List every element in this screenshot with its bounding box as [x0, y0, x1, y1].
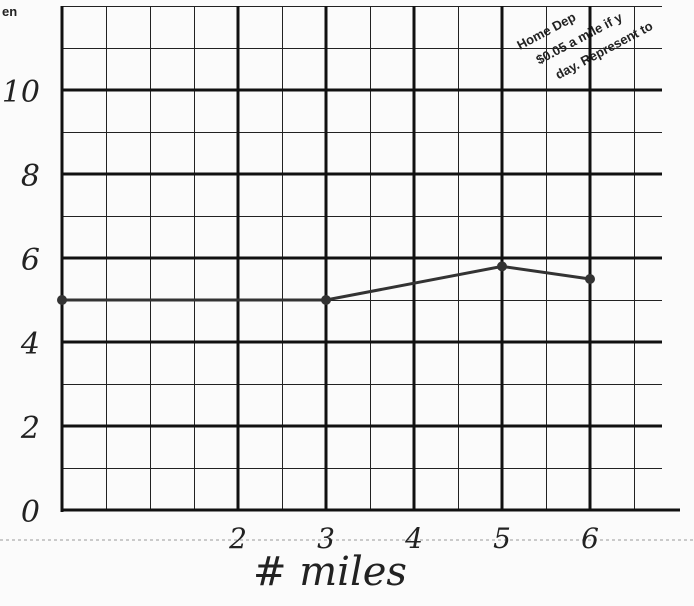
y-tick-label: 10: [2, 75, 40, 110]
page: {"chart_data": {"type": "line", "annotat…: [0, 0, 694, 606]
y-tick-label: 2: [20, 411, 40, 446]
photo: en Home Dep $0.05 a mile if y day. Repre…: [0, 0, 694, 606]
data-point: [57, 295, 67, 305]
x-tick-label: 6: [581, 522, 599, 555]
x-tick-label: 4: [404, 522, 423, 555]
x-tick-label: 5: [493, 522, 511, 555]
x-tick-label: 2: [228, 522, 247, 555]
x-axis-label: # miles: [253, 549, 407, 595]
data-point: [585, 274, 595, 284]
fragment-text: en: [2, 4, 17, 19]
y-tick-label: 6: [21, 243, 40, 278]
y-tick-label: 0: [21, 495, 40, 530]
data-point: [321, 295, 331, 305]
x-tick-label: 3: [317, 522, 335, 555]
y-tick-label: 4: [20, 327, 40, 362]
data-point: [497, 261, 507, 271]
y-tick-label: 8: [21, 159, 40, 194]
